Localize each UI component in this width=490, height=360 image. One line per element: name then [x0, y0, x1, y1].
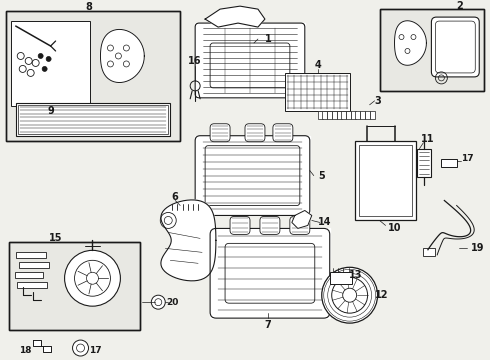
Bar	[342, 111, 346, 119]
Text: 20: 20	[166, 298, 178, 307]
Text: 10: 10	[388, 224, 401, 233]
Circle shape	[322, 267, 378, 323]
Text: 18: 18	[20, 346, 32, 355]
Bar	[285, 73, 350, 111]
Polygon shape	[292, 211, 312, 229]
Bar	[423, 248, 436, 256]
Bar	[355, 141, 416, 220]
Text: 12: 12	[375, 290, 388, 300]
Polygon shape	[205, 6, 265, 27]
Bar	[327, 111, 332, 119]
Text: 16: 16	[189, 56, 202, 66]
Bar	[19, 262, 49, 268]
Text: 17: 17	[461, 154, 474, 163]
Text: 6: 6	[172, 192, 178, 202]
Text: 7: 7	[265, 320, 271, 330]
Circle shape	[46, 57, 51, 62]
Text: 19: 19	[471, 243, 485, 253]
Bar	[318, 111, 323, 119]
Bar	[365, 111, 370, 119]
Bar	[16, 103, 170, 136]
Text: 9: 9	[47, 106, 54, 116]
Text: 17: 17	[89, 346, 102, 355]
Circle shape	[73, 340, 89, 356]
Circle shape	[65, 250, 121, 306]
Text: 5: 5	[318, 171, 325, 181]
Polygon shape	[161, 200, 216, 281]
Polygon shape	[100, 30, 145, 82]
Bar	[360, 111, 365, 119]
Bar	[6, 11, 180, 141]
Text: 4: 4	[315, 60, 321, 70]
Bar	[369, 111, 374, 119]
Bar	[380, 9, 484, 91]
Bar	[359, 145, 413, 216]
Bar	[441, 159, 457, 167]
Bar	[346, 111, 351, 119]
Bar	[16, 252, 46, 258]
Bar	[332, 111, 337, 119]
Polygon shape	[210, 229, 330, 318]
Bar	[9, 242, 140, 330]
FancyBboxPatch shape	[260, 216, 280, 234]
Text: 3: 3	[374, 96, 381, 106]
FancyBboxPatch shape	[245, 124, 265, 142]
Text: 1: 1	[265, 34, 271, 44]
FancyBboxPatch shape	[431, 17, 479, 77]
FancyBboxPatch shape	[290, 216, 310, 234]
Text: 11: 11	[421, 134, 434, 144]
Polygon shape	[33, 340, 50, 352]
Bar	[380, 9, 484, 91]
Bar	[11, 21, 91, 106]
Text: 2: 2	[456, 1, 463, 11]
Bar	[322, 111, 327, 119]
Bar	[15, 272, 43, 278]
Bar	[355, 111, 361, 119]
Bar	[9, 242, 140, 330]
Text: 15: 15	[49, 233, 62, 243]
Polygon shape	[394, 21, 426, 65]
FancyBboxPatch shape	[210, 124, 230, 142]
Bar	[6, 11, 180, 141]
FancyBboxPatch shape	[273, 124, 293, 142]
Text: 14: 14	[318, 217, 332, 228]
Circle shape	[151, 295, 165, 309]
Polygon shape	[195, 23, 305, 98]
Bar	[337, 111, 342, 119]
Bar	[417, 149, 431, 177]
Bar	[330, 272, 352, 284]
Bar	[351, 111, 356, 119]
Circle shape	[42, 67, 47, 71]
Bar	[18, 105, 168, 134]
Circle shape	[38, 54, 43, 58]
Text: 13: 13	[349, 270, 363, 280]
Bar	[17, 282, 47, 288]
FancyBboxPatch shape	[230, 216, 250, 234]
Polygon shape	[195, 136, 310, 216]
Text: 8: 8	[85, 2, 92, 12]
